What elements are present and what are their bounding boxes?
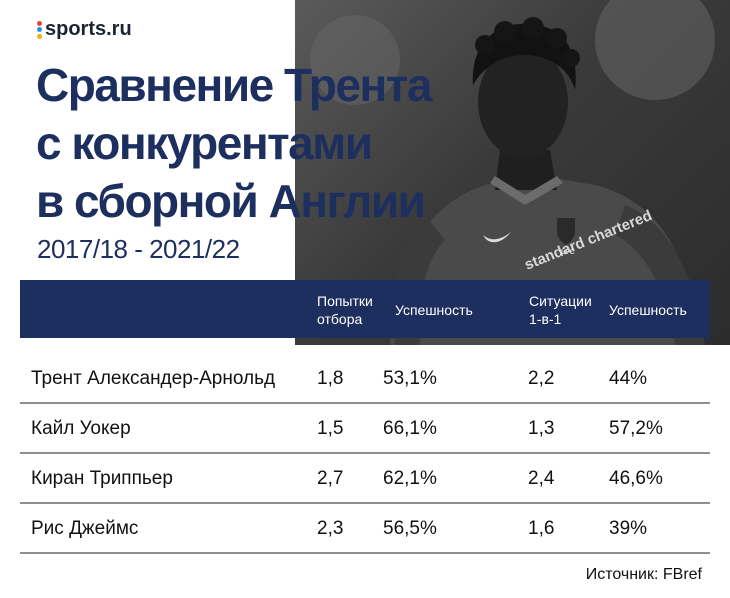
header-tackle-success: Успешность	[395, 302, 473, 318]
duels-value: 1,3	[528, 418, 555, 439]
row-divider	[20, 502, 710, 504]
header-duel-success: Успешность	[609, 302, 687, 318]
duels-value: 1,6	[528, 518, 555, 539]
duel-success-value: 46,6%	[609, 468, 663, 489]
duel-success-value: 57,2%	[609, 418, 663, 439]
row-divider	[20, 552, 710, 554]
player-name: Кайл Уокер	[31, 418, 131, 439]
page-title: Сравнение Трента с конкурентами в сборно…	[36, 56, 486, 230]
season-range: 2017/18 - 2021/22	[37, 234, 240, 264]
logo-dots-icon	[37, 20, 42, 39]
row-divider	[20, 402, 710, 404]
table-row: Кайл Уокер 1,5 66,1% 1,3 57,2%	[20, 406, 710, 454]
logo-text: sports.ru	[45, 18, 132, 40]
tackles-value: 1,8	[317, 368, 344, 389]
tackle-success-value: 56,5%	[383, 518, 437, 539]
player-name: Киран Триппьер	[31, 468, 173, 489]
title-line: с конкурентами	[36, 117, 373, 169]
duels-value: 2,4	[528, 468, 555, 489]
duel-success-value: 44%	[609, 368, 648, 389]
table-header: Попытки отбора Успешность Ситуации 1-в-1 У…	[20, 280, 710, 338]
tackles-value: 2,3	[317, 518, 344, 539]
tackles-value: 2,7	[317, 468, 344, 489]
duel-success-value: 39%	[609, 518, 648, 539]
tackle-success-value: 66,1%	[383, 418, 437, 439]
crest-text: LFC	[561, 249, 575, 256]
sports-ru-logo: sports.ru	[37, 18, 132, 41]
source-note: Источник: FBref	[585, 566, 702, 583]
player-name: Рис Джеймс	[31, 518, 139, 539]
tackles-value: 1,5	[317, 418, 344, 439]
header-tackles: Попытки отбора	[317, 293, 373, 327]
title-line: Сравнение Трента	[36, 59, 432, 111]
duels-value: 2,2	[528, 368, 555, 389]
tackle-success-value: 53,1%	[383, 368, 437, 389]
row-divider	[20, 452, 710, 454]
tackle-success-value: 62,1%	[383, 468, 437, 489]
title-line: в сборной Англии	[36, 175, 426, 227]
table-row: Трент Александер-Арнольд 1,8 53,1% 2,2 4…	[20, 356, 710, 404]
header-duels: Ситуации 1-в-1	[529, 293, 592, 327]
player-name: Трент Александер-Арнольд	[31, 368, 276, 389]
table-row: Рис Джеймс 2,3 56,5% 1,6 39%	[20, 506, 710, 554]
table-row: Киран Триппьер 2,7 62,1% 2,4 46,6%	[20, 456, 710, 504]
